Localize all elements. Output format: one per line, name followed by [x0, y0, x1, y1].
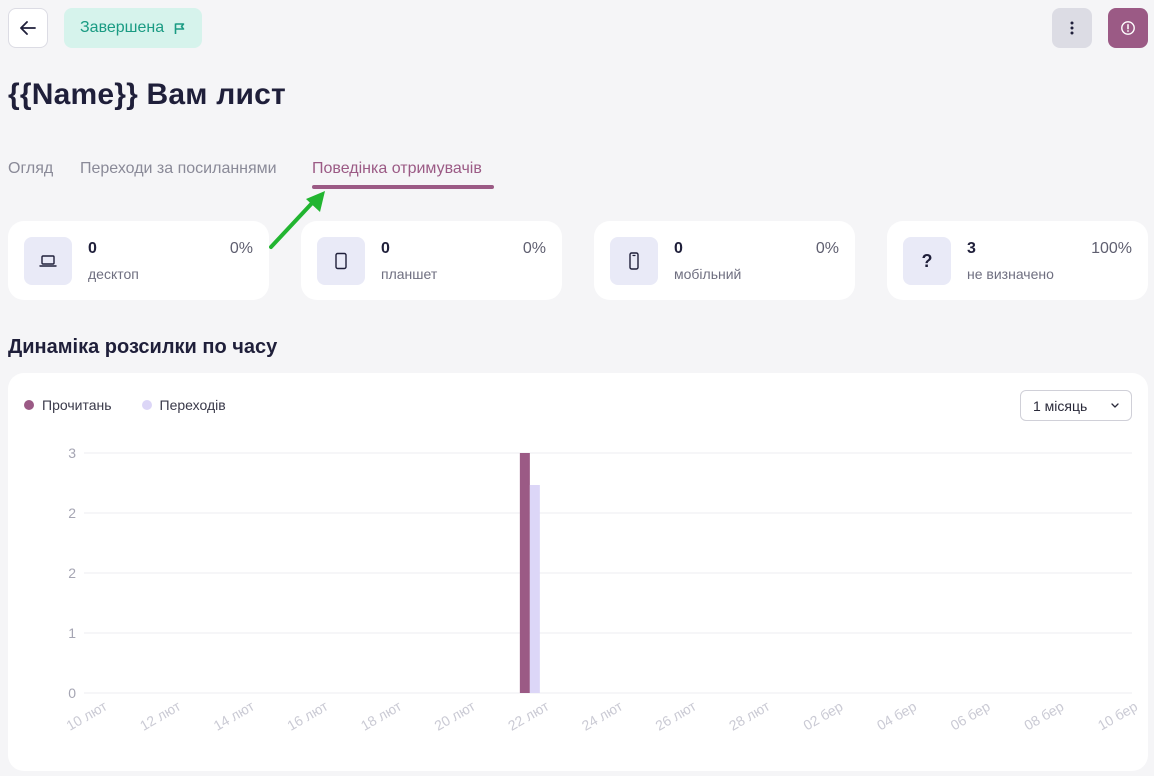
chart-legend: Прочитань Переходів	[24, 397, 226, 413]
device-count: 0	[88, 240, 97, 257]
x-tick-label: 14 лют	[211, 697, 258, 733]
bar-clicks	[529, 485, 540, 693]
arrow-left-icon	[20, 21, 36, 35]
bar-chart: 0 1 2 2 3 10 лют 12 лют 14 лют 16 лют 18 лют 20 лю…	[63, 445, 1140, 734]
back-button[interactable]	[8, 8, 48, 48]
device-count: 0	[381, 240, 390, 257]
more-options-button[interactable]	[1052, 8, 1092, 48]
device-count: 3	[967, 240, 976, 257]
info-button[interactable]	[1108, 8, 1148, 48]
y-tick-label: 3	[68, 445, 76, 461]
device-count: 0	[674, 240, 683, 257]
legend-dot	[24, 400, 34, 410]
chart-card: Прочитань Переходів 1 місяць 0 1 2 2 3 10 лют…	[8, 373, 1148, 771]
device-percent: 0%	[229, 240, 253, 257]
question-icon: ?	[903, 237, 951, 285]
device-card-mobile: 0 мобільний 0%	[594, 221, 855, 300]
info-icon	[1121, 21, 1135, 35]
device-label: планшет	[381, 266, 438, 282]
x-tick-label: 20 лют	[432, 697, 479, 733]
legend-item-reads[interactable]: Прочитань	[24, 397, 112, 413]
x-tick-label: 02 бер	[800, 698, 845, 733]
y-tick-label: 0	[68, 685, 76, 701]
x-tick-label: 28 лют	[726, 697, 773, 733]
bar-reads	[519, 453, 530, 693]
x-tick-label: 16 лют	[284, 697, 331, 733]
y-tick-label: 2	[68, 565, 76, 581]
status-badge: Завершена	[64, 8, 203, 48]
x-tick-label: 24 лют	[579, 697, 626, 733]
legend-label: Переходів	[159, 397, 226, 413]
x-tick-label: 12 лют	[137, 697, 184, 733]
kebab-menu-icon	[1070, 21, 1074, 35]
tablet-icon	[317, 237, 365, 285]
period-select[interactable]: 1 місяць	[1020, 390, 1132, 421]
y-tick-label: 1	[68, 625, 76, 641]
period-select-value: 1 місяць	[1033, 397, 1088, 414]
legend-dot	[141, 400, 152, 410]
section-title: Динаміка розсилки по часу	[8, 336, 278, 358]
x-tick-label: 10 лют	[63, 697, 110, 733]
x-tick-label: 22 лют	[505, 697, 552, 733]
device-label: десктоп	[88, 266, 139, 282]
mobile-icon	[610, 237, 658, 285]
flag-icon	[174, 22, 185, 34]
device-card-desktop: 0 десктоп 0%	[8, 221, 269, 300]
tab-overview[interactable]: Огляд	[8, 160, 54, 177]
x-tick-label: 06 бер	[948, 698, 993, 733]
chevron-down-icon	[1111, 403, 1119, 408]
device-label: не визначено	[967, 266, 1054, 282]
x-tick-label: 18 лют	[358, 697, 405, 733]
annotation-arrow-icon	[269, 191, 325, 249]
legend-item-clicks[interactable]: Переходів	[141, 397, 226, 413]
device-card-tablet: 0 планшет 0%	[301, 221, 562, 300]
x-tick-label: 04 бер	[874, 698, 919, 733]
page-title: {{Name}} Вам лист	[8, 78, 286, 111]
x-tick-label: 26 лют	[652, 697, 699, 733]
x-tick-label: 10 бер	[1095, 698, 1140, 733]
x-tick-label: 08 бер	[1021, 698, 1066, 733]
device-percent: 0%	[522, 240, 546, 257]
legend-label: Прочитань	[42, 397, 112, 413]
device-card-unknown: ? 3 не визначено 100%	[887, 221, 1148, 300]
laptop-icon	[24, 237, 72, 285]
active-tab-indicator	[312, 185, 494, 189]
tab-link-clicks[interactable]: Переходи за посиланнями	[80, 160, 277, 177]
device-percent: 0%	[815, 240, 839, 257]
y-tick-label: 2	[68, 505, 76, 521]
status-label: Завершена	[80, 19, 165, 36]
tab-recipient-behavior[interactable]: Поведінка отримувачів	[312, 160, 482, 177]
device-label: мобільний	[674, 266, 742, 282]
device-percent: 100%	[1091, 240, 1132, 257]
